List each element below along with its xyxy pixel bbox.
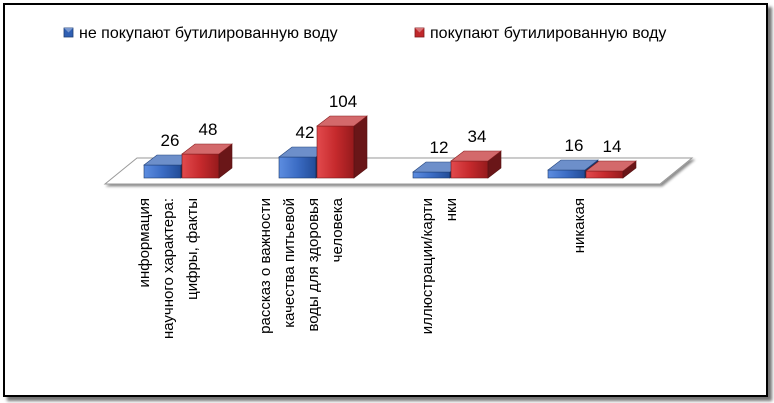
data-labels: 26 48 42 104 12 34 16 14 (161, 92, 622, 157)
legend-marker-highlight-1 (64, 28, 73, 33)
bar-front (181, 153, 220, 179)
bar-top (450, 150, 502, 162)
data-label-1-3: 12 (430, 138, 449, 157)
bar-2-2 (316, 115, 368, 179)
bar-top (585, 160, 637, 172)
bar-top (181, 143, 233, 155)
category-label-line: человека (329, 197, 346, 262)
legend-label-2: покупают бутилированную воду (430, 25, 666, 42)
legend-marker-highlight-2 (415, 28, 424, 33)
category-label-3: иллюстрации/карти нки (419, 198, 460, 334)
data-label-2-3: 34 (468, 127, 487, 146)
category-label-4: никакая (571, 198, 588, 253)
bar-top (547, 159, 599, 171)
category-label-line: рассказ о важности (257, 198, 274, 334)
bar-2-3 (450, 150, 502, 179)
bar-top (316, 115, 368, 127)
bar-2-1 (181, 143, 233, 179)
category-label-1: информация научного характера: цифры, факт… (136, 198, 201, 339)
category-label-line: иллюстрации/карти (419, 198, 436, 334)
bar-side (353, 115, 368, 179)
chart-frame (3, 3, 768, 397)
category-label-line: научного характера: (160, 198, 177, 339)
category-label-line: информация (136, 198, 153, 287)
category-label-line: никакая (571, 198, 588, 253)
bar-front (585, 170, 624, 179)
category-label-line: качества питьевой (281, 198, 298, 328)
category-label-line: цифры, факты (184, 198, 201, 300)
data-label-2-2: 104 (329, 92, 357, 111)
legend-label-1: не покупают бутилированную воду (79, 25, 338, 42)
data-label-1-2: 42 (296, 123, 315, 142)
data-label-1-1: 26 (161, 131, 180, 150)
bar-front (143, 164, 182, 179)
category-labels: информация научного характера: цифры, факт… (136, 197, 588, 339)
category-label-line: нки (443, 198, 460, 221)
bar-front (547, 169, 586, 179)
bar-front (412, 171, 451, 179)
category-label-line: воды для здоровья (305, 198, 322, 332)
data-label-2-4: 14 (603, 137, 622, 156)
category-label-2: рассказ о важности качества питьевой воды … (257, 197, 346, 334)
bar-front (316, 125, 355, 179)
bars (143, 115, 637, 179)
bar-front (450, 160, 489, 179)
bar-2-4 (585, 160, 637, 179)
legend: не покупают бутилированную воду покупают … (63, 25, 666, 42)
bar-front (278, 156, 317, 179)
data-label-2-1: 48 (199, 120, 218, 139)
chart-floor (103, 157, 694, 185)
data-label-1-4: 16 (565, 136, 584, 155)
